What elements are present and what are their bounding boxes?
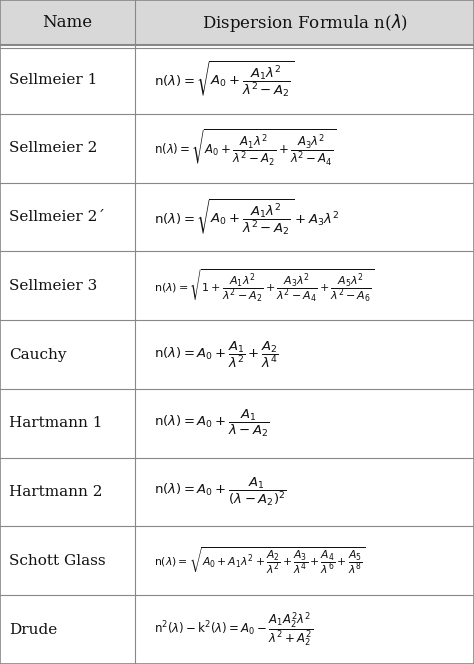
Bar — [0, 0, 474, 45]
Bar — [0, 183, 474, 252]
Text: $\mathrm{n}(\lambda) = A_0 + \dfrac{A_1}{\lambda^2} + \dfrac{A_2}{\lambda^4}$: $\mathrm{n}(\lambda) = A_0 + \dfrac{A_1}… — [154, 339, 279, 370]
Text: Schott Glass: Schott Glass — [9, 554, 106, 568]
Bar — [0, 252, 474, 320]
Bar — [0, 45, 474, 114]
Bar — [0, 389, 474, 457]
Text: Cauchy: Cauchy — [9, 347, 67, 362]
Text: $\mathrm{n}(\lambda) = A_0 + \dfrac{A_1}{\lambda - A_2}$: $\mathrm{n}(\lambda) = A_0 + \dfrac{A_1}… — [154, 408, 270, 439]
Text: Sellmeier 2´: Sellmeier 2´ — [9, 210, 106, 224]
Text: $\mathrm{n}(\lambda) = \sqrt{A_0 + \dfrac{A_1\lambda^2}{\lambda^2 - A_2}}$: $\mathrm{n}(\lambda) = \sqrt{A_0 + \dfra… — [154, 60, 294, 99]
Bar — [0, 527, 474, 595]
Text: Sellmeier 1: Sellmeier 1 — [9, 72, 98, 86]
Text: Dispersion Formula n($\lambda$): Dispersion Formula n($\lambda$) — [201, 11, 408, 34]
Text: $\mathrm{n}(\lambda) = \sqrt{A_0 + \dfrac{A_1\lambda^2}{\lambda^2 - A_2}} + A_3\: $\mathrm{n}(\lambda) = \sqrt{A_0 + \dfra… — [154, 197, 339, 236]
Text: $\mathrm{n}(\lambda) = \sqrt{A_0 + A_1\lambda^2 + \dfrac{A_2}{\lambda^2} + \dfra: $\mathrm{n}(\lambda) = \sqrt{A_0 + A_1\l… — [154, 546, 365, 576]
Text: Name: Name — [43, 14, 92, 31]
Text: $\mathrm{n}(\lambda) = A_0 + \dfrac{A_1}{(\lambda - A_2)^2}$: $\mathrm{n}(\lambda) = A_0 + \dfrac{A_1}… — [154, 476, 287, 509]
Text: Drude: Drude — [9, 623, 58, 637]
Text: Sellmeier 2: Sellmeier 2 — [9, 141, 98, 155]
Text: $\mathrm{n}^2(\lambda) - \mathrm{k}^2(\lambda) = A_0 - \dfrac{A_1 A_2^2 \lambda^: $\mathrm{n}^2(\lambda) - \mathrm{k}^2(\l… — [154, 610, 313, 649]
Bar — [0, 320, 474, 389]
Bar — [0, 114, 474, 183]
Bar — [0, 595, 474, 664]
Text: Hartmann 2: Hartmann 2 — [9, 485, 103, 499]
Text: Sellmeier 3: Sellmeier 3 — [9, 279, 98, 293]
Text: $\mathrm{n}(\lambda) = \sqrt{1 + \dfrac{A_1\lambda^2}{\lambda^2 - A_2} + \dfrac{: $\mathrm{n}(\lambda) = \sqrt{1 + \dfrac{… — [154, 268, 374, 304]
Text: Hartmann 1: Hartmann 1 — [9, 416, 103, 430]
Text: $\mathrm{n}(\lambda) = \sqrt{A_0 + \dfrac{A_1\lambda^2}{\lambda^2 - A_2} + \dfra: $\mathrm{n}(\lambda) = \sqrt{A_0 + \dfra… — [154, 128, 337, 169]
Bar — [0, 457, 474, 527]
